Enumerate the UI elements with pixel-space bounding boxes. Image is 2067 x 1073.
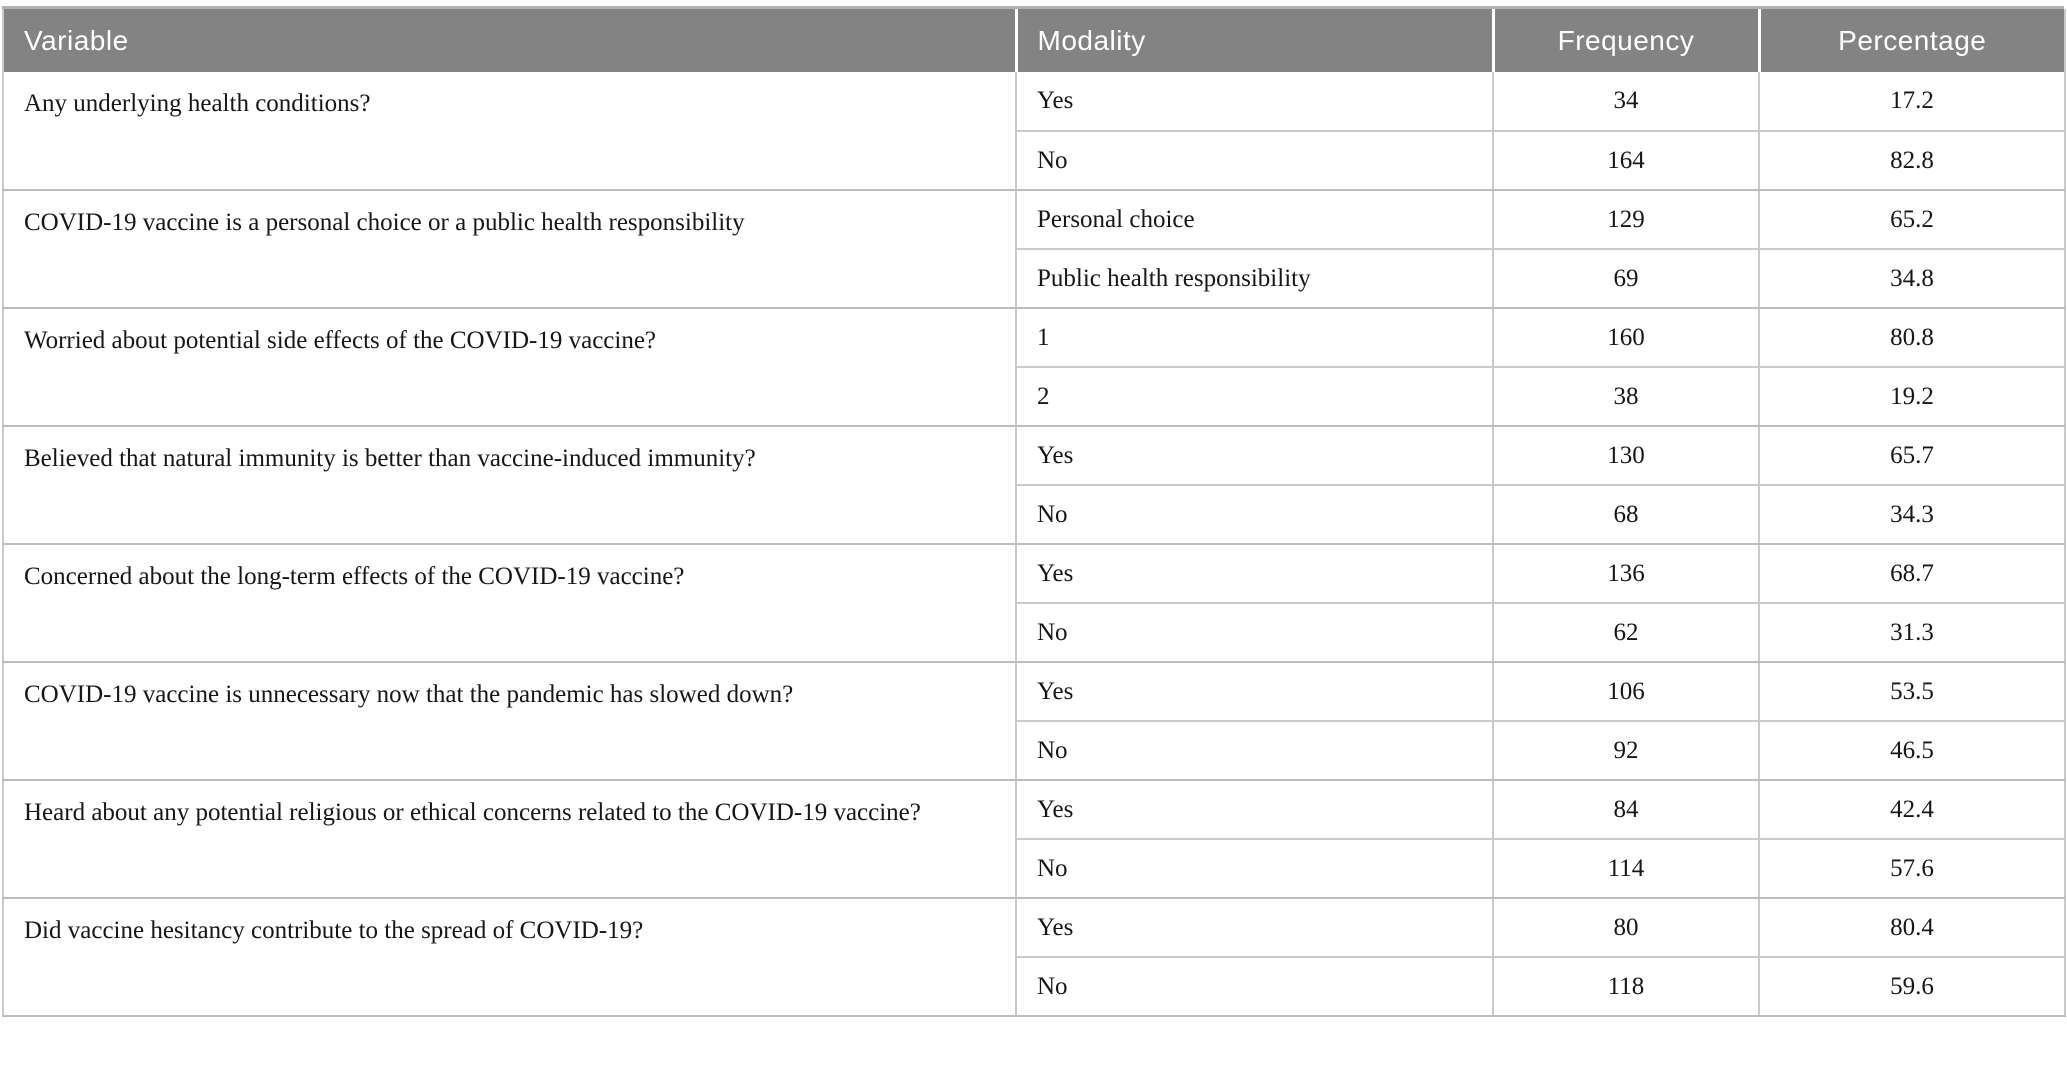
percentage-cell: 80.4 [1759, 898, 2065, 958]
frequency-cell: 38 [1493, 367, 1760, 427]
percentage-cell: 65.7 [1759, 426, 2065, 486]
percentage-cell: 34.8 [1759, 249, 2065, 309]
column-header-percentage: Percentage [1757, 9, 2065, 72]
frequency-cell: 136 [1493, 544, 1760, 604]
percentage-cell: 82.8 [1759, 131, 2065, 191]
variable-cell: Did vaccine hesitancy contribute to the … [3, 898, 1017, 1017]
modality-cell: Yes [1016, 898, 1494, 958]
table-row: Worried about potential side effects of … [3, 308, 2065, 427]
frequency-cell: 106 [1493, 662, 1760, 722]
table-row: No 118 59.6 [3, 957, 2065, 1017]
column-header-frequency: Frequency [1491, 9, 1759, 72]
percentage-cell: 80.8 [1759, 308, 2065, 368]
variable-cell: COVID-19 vaccine is unnecessary now that… [3, 662, 1017, 781]
table-body: Any underlying health conditions? Yes 34 17… [3, 72, 2065, 1017]
modality-cell: No [1016, 721, 1494, 781]
frequency-cell: 69 [1493, 249, 1760, 309]
percentage-cell: 68.7 [1759, 544, 2065, 604]
modality-cell: Personal choice [1016, 190, 1494, 250]
frequency-cell: 129 [1493, 190, 1760, 250]
percentage-cell: 34.3 [1759, 485, 2065, 545]
percentage-cell: 42.4 [1759, 780, 2065, 840]
modality-cell: Yes [1016, 780, 1494, 840]
percentage-cell: 19.2 [1759, 367, 2065, 427]
frequency-cell: 34 [1493, 72, 1760, 132]
modality-cell: No [1016, 957, 1494, 1017]
frequency-cell: 80 [1493, 898, 1760, 958]
modality-cell: Yes [1016, 426, 1494, 486]
table-row: Believed that natural immunity is better… [3, 426, 2065, 545]
percentage-cell: 17.2 [1759, 72, 2065, 132]
statistics-table-container: Variable Modality Frequency Percentage A… [2, 6, 2066, 1017]
table-row: No 68 34.3 [3, 485, 2065, 545]
statistics-table: Variable Modality Frequency Percentage A… [2, 9, 2066, 1017]
percentage-cell: 57.6 [1759, 839, 2065, 899]
column-header-modality: Modality [1014, 9, 1493, 72]
table-row: COVID-19 vaccine is unnecessary now that… [3, 662, 2065, 781]
table-row: Heard about any potential religious or e… [3, 780, 2065, 899]
percentage-cell: 59.6 [1759, 957, 2065, 1017]
column-header-variable: Variable [3, 9, 1016, 72]
modality-cell: No [1016, 131, 1494, 191]
variable-cell: Heard about any potential religious or e… [3, 780, 1017, 899]
table-row: No 92 46.5 [3, 721, 2065, 781]
frequency-cell: 114 [1493, 839, 1760, 899]
table-header: Variable Modality Frequency Percentage [3, 9, 2065, 72]
variable-cell: COVID-19 vaccine is a personal choice or… [3, 190, 1017, 309]
variable-cell: Worried about potential side effects of … [3, 308, 1017, 427]
frequency-cell: 164 [1493, 131, 1760, 191]
table-row: COVID-19 vaccine is a personal choice or… [3, 190, 2065, 309]
table-row: 2 38 19.2 [3, 367, 2065, 427]
table-row: Any underlying health conditions? Yes 34 17… [3, 72, 2065, 191]
percentage-cell: 31.3 [1759, 603, 2065, 663]
frequency-cell: 84 [1493, 780, 1760, 840]
header-row: Variable Modality Frequency Percentage [3, 9, 2065, 72]
modality-cell: Yes [1016, 662, 1494, 722]
table-row: No 62 31.3 [3, 603, 2065, 663]
modality-cell: Yes [1016, 544, 1494, 604]
table-row: No 114 57.6 [3, 839, 2065, 899]
frequency-cell: 118 [1493, 957, 1760, 1017]
percentage-cell: 65.2 [1759, 190, 2065, 250]
table-row: No 164 82.8 [3, 131, 2065, 191]
modality-cell: No [1016, 485, 1494, 545]
variable-cell: Believed that natural immunity is better… [3, 426, 1017, 545]
modality-cell: 1 [1016, 308, 1494, 368]
modality-cell: No [1016, 839, 1494, 899]
percentage-cell: 53.5 [1759, 662, 2065, 722]
modality-cell: Yes [1016, 72, 1494, 132]
frequency-cell: 160 [1493, 308, 1760, 368]
frequency-cell: 68 [1493, 485, 1760, 545]
table-row: Concerned about the long-term effects of… [3, 544, 2065, 663]
modality-cell: No [1016, 603, 1494, 663]
table-row: Did vaccine hesitancy contribute to the … [3, 898, 2065, 1017]
frequency-cell: 130 [1493, 426, 1760, 486]
frequency-cell: 92 [1493, 721, 1760, 781]
modality-cell: 2 [1016, 367, 1494, 427]
frequency-cell: 62 [1493, 603, 1760, 663]
table-row: Public health responsibility 69 34.8 [3, 249, 2065, 309]
modality-cell: Public health responsibility [1016, 249, 1494, 309]
variable-cell: Concerned about the long-term effects of… [3, 544, 1017, 663]
percentage-cell: 46.5 [1759, 721, 2065, 781]
variable-cell: Any underlying health conditions? [3, 72, 1017, 191]
